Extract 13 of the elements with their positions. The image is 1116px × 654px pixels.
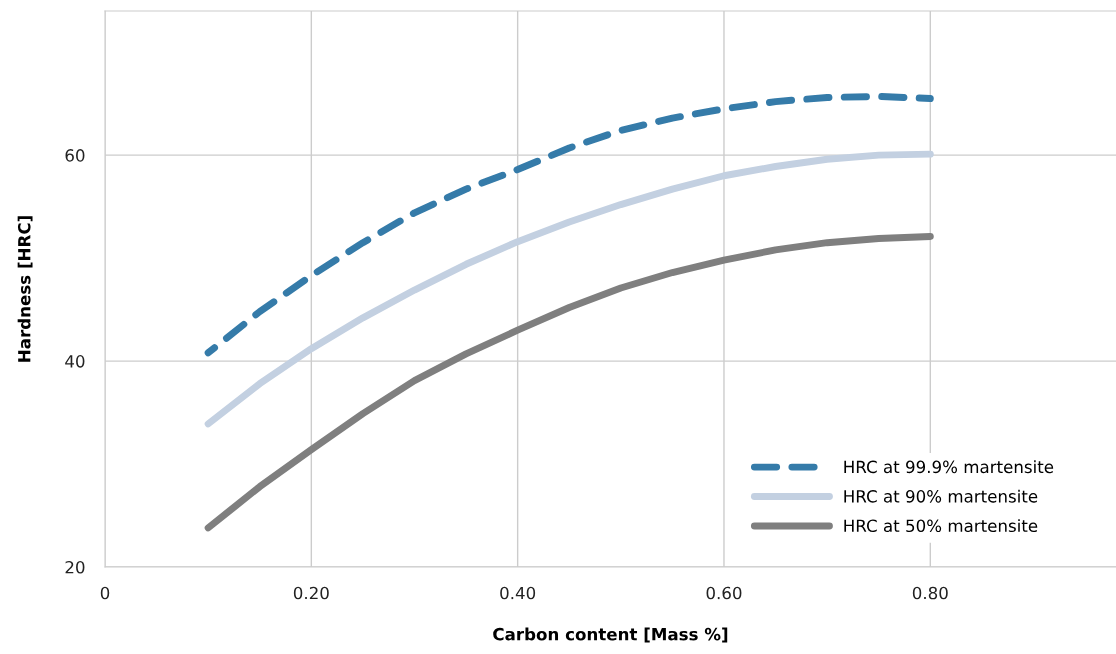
legend-label: HRC at 90% martensite <box>844 489 1038 503</box>
x-tick-label: 0 <box>100 586 110 600</box>
y-axis-title: Hardness [HRC] <box>17 216 33 362</box>
x-tick-label: 0.60 <box>706 586 742 600</box>
legend-label: HRC at 50% martensite <box>844 519 1038 533</box>
x-tick-label: 0.20 <box>293 586 329 600</box>
x-axis-title: Carbon content [Mass %] <box>493 627 728 643</box>
y-tick-label: 40 <box>65 355 85 368</box>
x-tick-label: 0.80 <box>912 586 948 600</box>
legend-label: HRC at 99.9% martensite <box>844 460 1054 474</box>
x-tick-label: 0.40 <box>500 586 536 600</box>
y-tick-label: 20 <box>65 560 85 574</box>
y-tick-label: 60 <box>65 149 85 162</box>
